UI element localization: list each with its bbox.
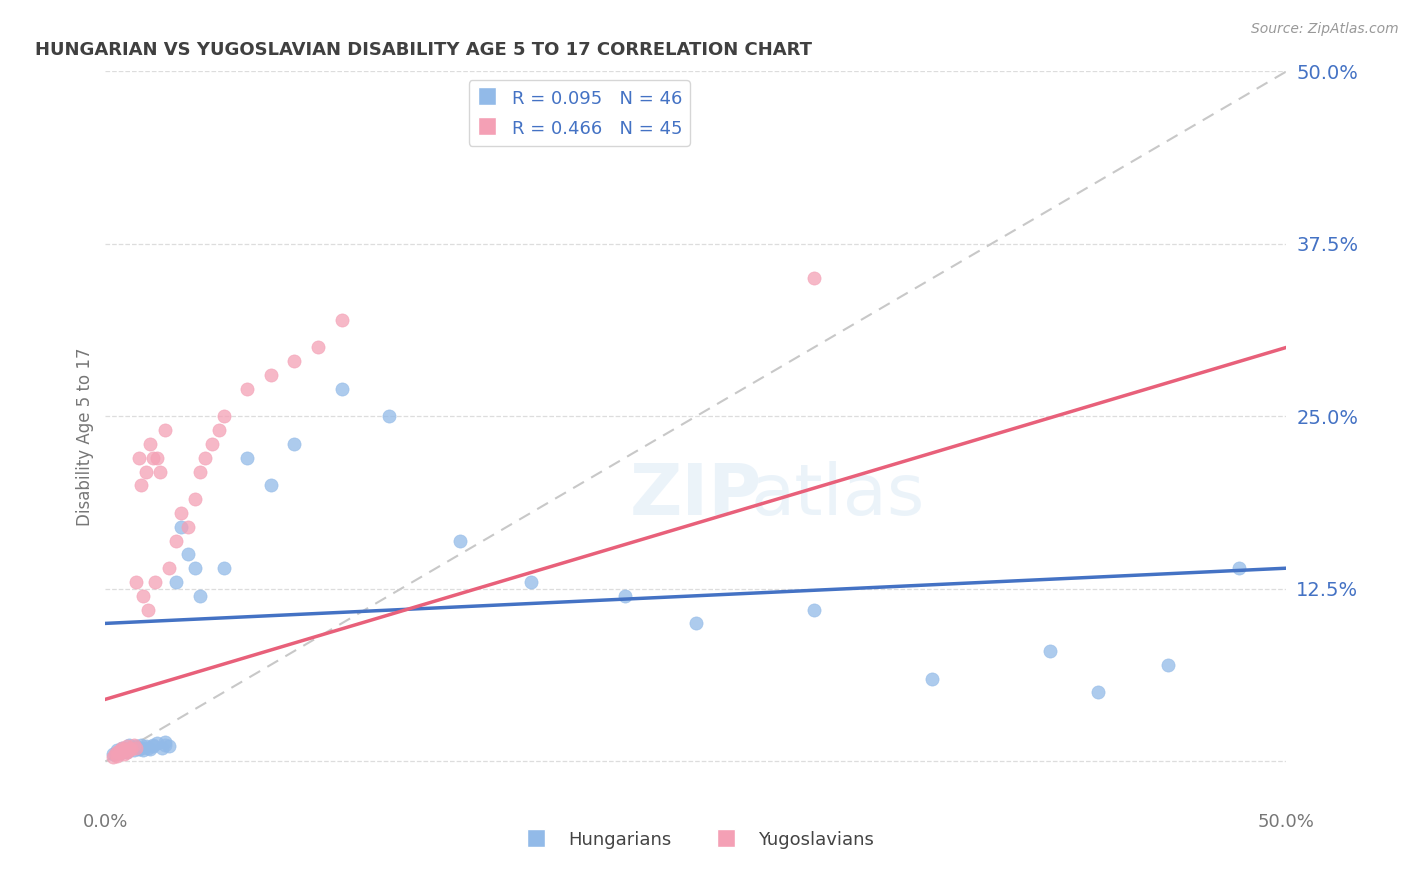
Point: [1087, 685, 1109, 699]
Point: [236, 382, 259, 396]
Point: [125, 740, 148, 755]
Point: [111, 745, 134, 759]
Point: [115, 739, 138, 754]
Point: [104, 747, 127, 762]
Legend: Hungarians, Yugoslavians: Hungarians, Yugoslavians: [510, 823, 882, 856]
Point: [146, 450, 169, 465]
Point: [208, 423, 231, 437]
Point: [170, 520, 193, 534]
Point: [118, 738, 141, 752]
Point: [1157, 657, 1180, 672]
Point: [112, 747, 135, 762]
Point: [921, 672, 943, 686]
Point: [177, 548, 200, 562]
Point: [142, 738, 165, 752]
Point: [105, 748, 128, 763]
Point: [283, 354, 305, 368]
Point: [150, 740, 173, 755]
Point: [260, 478, 283, 492]
Point: [108, 746, 131, 760]
Point: [135, 465, 157, 479]
Point: [111, 740, 134, 755]
Text: Source: ZipAtlas.com: Source: ZipAtlas.com: [1251, 22, 1399, 37]
Point: [118, 743, 141, 757]
Point: [194, 450, 217, 465]
Point: [146, 736, 169, 750]
Point: [142, 450, 165, 465]
Point: [165, 533, 187, 548]
Point: [184, 561, 207, 575]
Point: [803, 602, 825, 616]
Point: [125, 574, 148, 589]
Point: [136, 740, 159, 755]
Point: [115, 745, 138, 759]
Text: HUNGARIAN VS YUGOSLAVIAN DISABILITY AGE 5 TO 17 CORRELATION CHART: HUNGARIAN VS YUGOSLAVIAN DISABILITY AGE …: [35, 41, 811, 59]
Point: [283, 437, 305, 451]
Point: [101, 747, 124, 762]
Point: [129, 478, 152, 492]
Point: [120, 740, 142, 755]
Point: [112, 743, 135, 757]
Point: [449, 533, 471, 548]
Point: [128, 450, 150, 465]
Point: [184, 492, 207, 507]
Point: [115, 745, 138, 759]
Point: [153, 738, 176, 752]
Point: [212, 409, 235, 424]
Point: [112, 742, 135, 756]
Point: [129, 738, 152, 752]
Point: [188, 589, 211, 603]
Text: ZIP: ZIP: [630, 461, 762, 530]
Point: [212, 561, 235, 575]
Point: [149, 465, 172, 479]
Point: [125, 739, 148, 754]
Point: [122, 743, 145, 757]
Point: [614, 589, 637, 603]
Point: [1039, 644, 1062, 658]
Point: [101, 750, 124, 764]
Text: atlas: atlas: [751, 461, 925, 530]
Point: [177, 520, 200, 534]
Point: [260, 368, 283, 382]
Point: [132, 589, 155, 603]
Point: [157, 739, 180, 754]
Point: [378, 409, 401, 424]
Point: [105, 745, 128, 759]
Point: [685, 616, 707, 631]
Point: [201, 437, 224, 451]
Point: [139, 437, 162, 451]
Point: [307, 340, 329, 354]
Point: [132, 743, 155, 757]
Point: [170, 506, 193, 520]
Point: [128, 742, 150, 756]
Point: [153, 735, 176, 749]
Point: [108, 746, 131, 760]
Point: [118, 740, 141, 755]
Point: [142, 739, 165, 754]
Point: [165, 574, 187, 589]
Point: [139, 742, 162, 756]
Point: [143, 574, 166, 589]
Point: [105, 743, 128, 757]
Point: [330, 382, 353, 396]
Point: [157, 561, 180, 575]
Y-axis label: Disability Age 5 to 17: Disability Age 5 to 17: [76, 348, 94, 526]
Point: [120, 742, 142, 756]
Point: [236, 450, 259, 465]
Point: [153, 423, 176, 437]
Point: [188, 465, 211, 479]
Point: [1227, 561, 1250, 575]
Point: [330, 312, 353, 326]
Point: [108, 743, 131, 757]
Point: [135, 739, 157, 754]
Point: [803, 271, 825, 285]
Point: [118, 742, 141, 756]
Point: [519, 574, 541, 589]
Point: [129, 740, 152, 755]
Point: [111, 740, 134, 755]
Point: [122, 738, 145, 752]
Point: [136, 602, 159, 616]
